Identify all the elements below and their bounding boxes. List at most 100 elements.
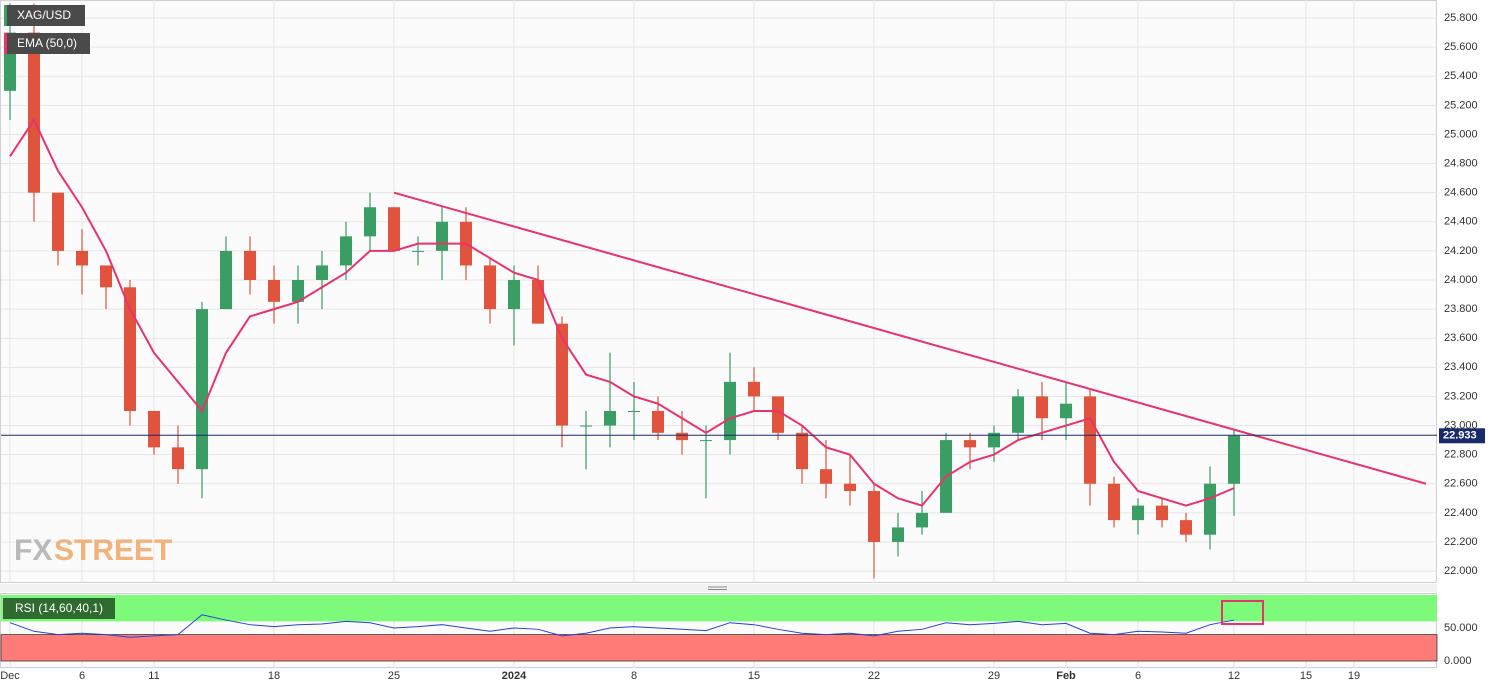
candle-body (52, 192, 64, 251)
legend-box (4, 5, 85, 26)
candle-body (1036, 396, 1048, 419)
rsi-tick-label: 50.000 (1444, 622, 1478, 634)
legend-swatch (4, 33, 7, 54)
candle-body (1228, 435, 1240, 484)
y-tick-label: 22.600 (1444, 478, 1478, 490)
candle-body (532, 280, 544, 324)
rsi-layer (0, 594, 1438, 662)
legend-swatch (4, 5, 7, 26)
candle-body (628, 410, 640, 412)
candle-body (796, 432, 808, 470)
candle-body (556, 323, 568, 426)
y-tick-label: 22.000 (1444, 565, 1478, 577)
y-tick-label: 25.600 (1444, 41, 1478, 53)
separator-bar[interactable] (0, 584, 1437, 592)
x-tick-label: 8 (631, 670, 637, 682)
candle-body (1132, 505, 1144, 521)
candle-body (1180, 520, 1192, 535)
y-tick-label: 25.400 (1444, 70, 1478, 82)
watermark-suffix: STREET (54, 534, 172, 567)
rsi-upper-zone (1, 594, 1437, 622)
candle-body (1012, 396, 1024, 433)
y-tick-label: 24.600 (1444, 187, 1478, 199)
candle-body (220, 250, 232, 310)
candle-body (484, 265, 496, 310)
y-tick-label: 23.800 (1444, 303, 1478, 315)
candle-body (148, 410, 160, 448)
candle-body (964, 440, 976, 448)
x-tick-label: 19 (1348, 670, 1360, 682)
candle-body (580, 425, 592, 427)
candle-body (292, 280, 304, 302)
y-tick-label: 25.200 (1444, 99, 1478, 111)
candle-body (124, 287, 136, 411)
y-tick-label: 25.000 (1444, 128, 1478, 140)
y-tick-label: 23.200 (1444, 390, 1478, 402)
candle-body (772, 396, 784, 433)
x-tick-label: 29 (988, 670, 1000, 682)
y-tick-label: 23.400 (1444, 361, 1478, 373)
x-tick-label: 2024 (502, 670, 527, 682)
candle-body (748, 381, 760, 397)
candle-body (436, 221, 448, 251)
candle-body (244, 250, 256, 281)
candle-body (1060, 403, 1072, 419)
candle-body (724, 381, 736, 441)
candle-body (916, 512, 928, 528)
candle-body (508, 280, 520, 310)
candle-body (28, 32, 40, 193)
rsi-line (9, 614, 1235, 638)
x-tick-label: 6 (79, 670, 85, 682)
candle-body (412, 250, 424, 252)
y-tick-label: 22.200 (1444, 536, 1478, 548)
candle-body (868, 491, 880, 542)
x-tick-label: 12 (1228, 670, 1240, 682)
y-tick-label: 24.200 (1444, 245, 1478, 257)
x-tick-label: 11 (148, 670, 159, 682)
y-tick-label: 24.400 (1444, 216, 1478, 228)
candle-body (268, 280, 280, 302)
plot-layer (1, 3, 1437, 579)
candle-body (652, 410, 664, 433)
legend-box (3, 598, 115, 619)
x-tick-label: 15 (748, 670, 760, 682)
candle-body (1156, 505, 1168, 521)
legend-box (4, 33, 90, 54)
x-tick-label: 25 (388, 670, 400, 682)
candle-body (844, 483, 856, 492)
highlight-box (1221, 600, 1264, 625)
legend-label: RSI (14,60,40,1) (15, 601, 103, 615)
candle-body (388, 207, 400, 251)
ema-line (9, 117, 1235, 507)
panel-separator[interactable] (0, 584, 1437, 592)
legend: XAG/USD EMA (50,0) RSI (14,60,40,1) (3, 5, 115, 619)
y-tick-label: 23.600 (1444, 332, 1478, 344)
legend-label: EMA (50,0) (17, 36, 77, 50)
candle-body (76, 250, 88, 266)
y-tick-label: 24.800 (1444, 157, 1478, 169)
candle-body (892, 527, 904, 542)
main-panel (0, 0, 1437, 583)
candle-body (364, 207, 376, 237)
candle-body (700, 440, 712, 442)
candle-body (172, 447, 184, 470)
x-tick-label: 18 (268, 670, 280, 682)
candle-body (1084, 396, 1096, 484)
candle-body (316, 265, 328, 281)
x-tick-label: 15 (1300, 670, 1312, 682)
watermark-prefix: FX (14, 534, 52, 567)
candle-body (1204, 483, 1216, 535)
rsi-lower-zone (0, 634, 1438, 662)
y-tick-label: 22.400 (1444, 507, 1478, 519)
legend-label: XAG/USD (17, 8, 71, 22)
x-tick-label: 22 (868, 670, 880, 682)
candle-body (100, 265, 112, 288)
candle-body (604, 410, 616, 426)
candle-body (340, 236, 352, 266)
candle-body (1108, 483, 1120, 521)
y-tick-label: 25.800 (1444, 12, 1478, 24)
x-tick-label: 6 (1135, 670, 1141, 682)
candle-body (196, 309, 208, 470)
candle-body (676, 432, 688, 441)
